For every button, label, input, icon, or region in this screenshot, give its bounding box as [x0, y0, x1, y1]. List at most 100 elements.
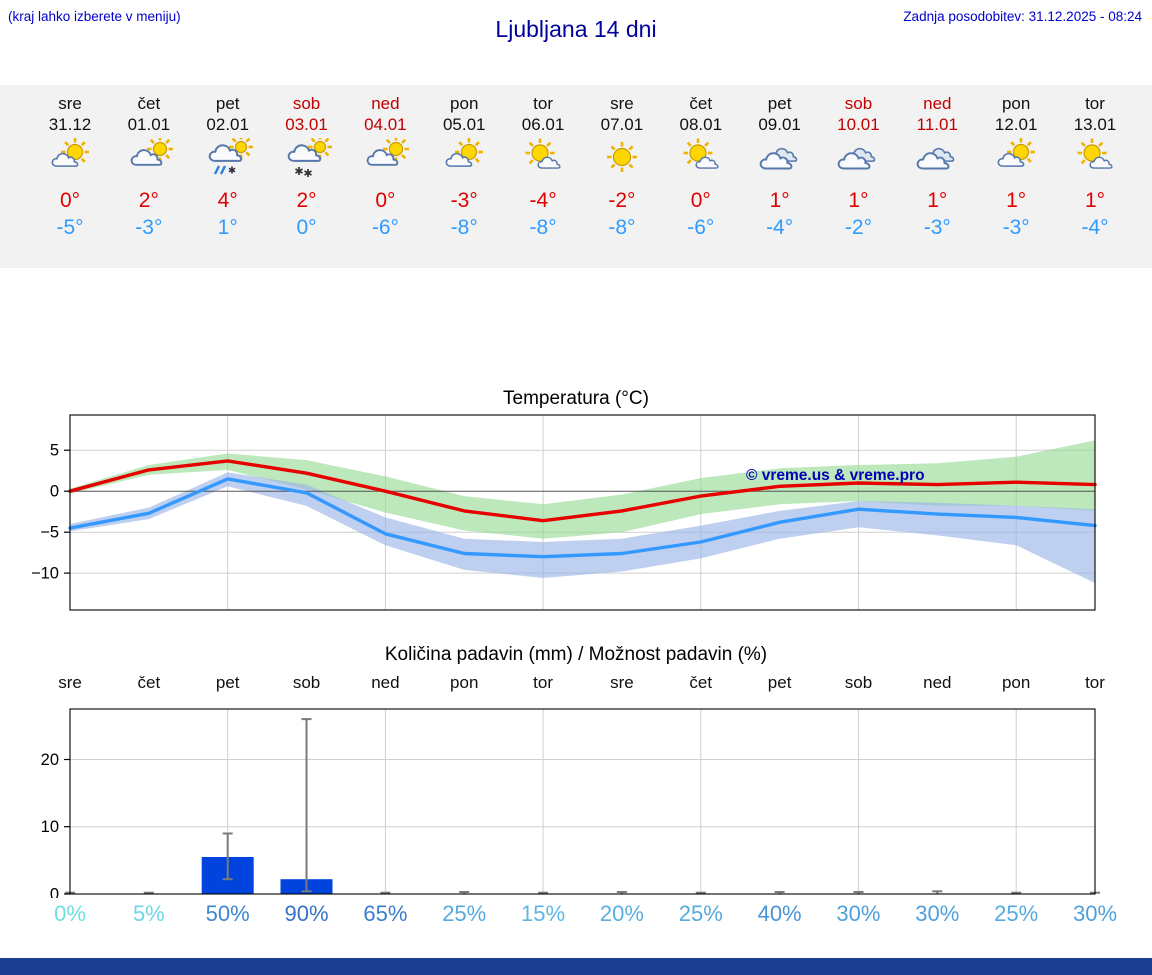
precip-day-label: ned: [371, 673, 400, 692]
mostly-cloudy-icon: [339, 136, 431, 182]
forecast-day-04.01: ned 04.01 0° -6°: [339, 93, 431, 240]
precip-probability: 15%: [521, 901, 566, 926]
precip-day-label: sre: [610, 673, 634, 692]
temp-min: -4°: [766, 216, 794, 239]
forecast-day-31.12: sre 31.12 0° -5°: [24, 93, 116, 240]
temp-min: -2°: [844, 216, 872, 239]
precipitation-probability-row: 0% 5% 50% 90% 65% 25% 15% 20% 25% 40% 30% 30% 25% 30%: [0, 901, 1152, 935]
day-name: sre: [58, 94, 82, 113]
mostly-sunny-icon: [497, 138, 589, 182]
day-date: 08.01: [679, 115, 723, 134]
forecast-day-06.01: tor 06.01 -4° -8°: [497, 93, 589, 240]
precip-probability: 25%: [678, 901, 723, 926]
day-date: 05.01: [442, 115, 486, 134]
precip-probability: 0%: [54, 901, 86, 926]
temperature-max-line: [68, 459, 1097, 523]
temp-min: -3°: [135, 216, 163, 239]
svg-text:−5: −5: [40, 524, 59, 542]
tmin-uncertainty-band: [70, 472, 1095, 583]
precip-day-label: ned: [923, 673, 952, 692]
day-name: sre: [610, 94, 634, 113]
forecast-day-10.01: sob 10.01 1° -2°: [812, 93, 904, 240]
day-name: pon: [450, 94, 479, 113]
day-name: pet: [215, 94, 240, 113]
precip-probability: 30%: [1072, 901, 1118, 926]
temp-min: -8°: [450, 216, 478, 239]
temp-min: 0°: [296, 216, 317, 239]
temp-max: 1°: [927, 189, 948, 212]
day-date: 31.12: [48, 115, 92, 134]
cloudy-icon: [891, 138, 983, 182]
forecast-day-02.01: pet 02.01 4° 1°: [182, 93, 274, 240]
precip-probability: 5%: [132, 901, 165, 926]
day-name: čet: [137, 94, 161, 113]
cloudy-icon: [734, 138, 826, 182]
tmax-uncertainty-band: [70, 440, 1095, 539]
precip-day-label: pon: [1001, 673, 1031, 692]
svg-text:5: 5: [50, 442, 59, 460]
temp-min: -6°: [687, 216, 715, 239]
day-name: ned: [371, 94, 400, 113]
page-title: Ljubljana 14 dni: [495, 16, 657, 42]
day-date: 13.01: [1073, 115, 1117, 134]
svg-text:10: 10: [41, 818, 59, 836]
temp-max: 0°: [690, 189, 711, 212]
day-date: 12.01: [994, 115, 1038, 134]
footer-bar: [0, 958, 1152, 975]
svg-text:20: 20: [41, 751, 59, 769]
precip-day-label: pon: [450, 673, 479, 692]
sunny-icon: [576, 138, 668, 182]
temp-min: -8°: [608, 216, 636, 239]
precip-day-label: sob: [292, 673, 321, 692]
temperature-chart-title: Temperatura (°C): [503, 388, 649, 409]
precip-day-label: tor: [1085, 673, 1105, 692]
day-name: tor: [1085, 94, 1105, 113]
day-name: pet: [767, 94, 792, 113]
temp-max: 1°: [1084, 189, 1106, 212]
temp-min: -5°: [56, 216, 84, 239]
precip-day-label: čet: [137, 673, 161, 692]
svg-text:0: 0: [50, 483, 59, 501]
precip-day-label: pet: [767, 673, 792, 692]
temp-max: 1°: [769, 189, 790, 212]
cloudy-icon: [812, 138, 904, 182]
forecast-day-01.01: čet 01.01 2° -3°: [103, 93, 195, 240]
snow-icon: [261, 135, 353, 182]
day-date: 09.01: [758, 115, 801, 134]
precipitation-day-axis: sre čet pet sob ned pon tor sre čet pet sob ned pon t…: [0, 673, 1152, 699]
precip-probability: 30%: [836, 901, 881, 926]
temp-min: -4°: [1081, 216, 1109, 239]
partly-sunny-icon: [970, 138, 1062, 182]
temp-min: -3°: [1002, 216, 1030, 239]
precip-probability: 90%: [284, 901, 329, 926]
temp-min: -6°: [371, 216, 399, 239]
day-date: 06.01: [521, 115, 565, 134]
temp-max: 4°: [217, 189, 238, 212]
temp-max: 2°: [138, 189, 159, 212]
sleet-icon: [182, 135, 274, 182]
day-date: 02.01: [206, 115, 249, 134]
day-name: ned: [923, 94, 952, 113]
precip-day-label: sob: [844, 673, 873, 692]
mostly-sunny-icon: [1049, 138, 1141, 182]
precip-probability: 25%: [442, 901, 487, 926]
day-name: tor: [533, 94, 553, 113]
precip-day-label: tor: [533, 673, 553, 692]
precip-probability: 65%: [363, 901, 408, 926]
watermark: © vreme.us & vreme.pro: [746, 467, 925, 484]
day-name: pon: [1001, 94, 1031, 113]
temp-min: -3°: [923, 216, 951, 239]
partly-sunny-icon: [418, 138, 510, 182]
temp-min: 1°: [217, 216, 238, 239]
mostly-sunny-icon: [655, 138, 747, 182]
temp-max: 1°: [1006, 189, 1027, 212]
precip-probability: 40%: [757, 901, 802, 926]
temp-max: 0°: [375, 189, 396, 212]
forecast-day-03.01: sob 03.01 2° 0°: [261, 93, 353, 240]
temp-max: 1°: [848, 189, 869, 212]
location-menu-hint: (kraj lahko izberete v meniju): [8, 9, 181, 24]
day-name: sob: [292, 94, 321, 113]
svg-text:−10: −10: [31, 565, 59, 583]
forecast-day-08.01: čet 08.01 0° -6°: [655, 93, 747, 240]
precip-probability: 20%: [599, 901, 644, 926]
